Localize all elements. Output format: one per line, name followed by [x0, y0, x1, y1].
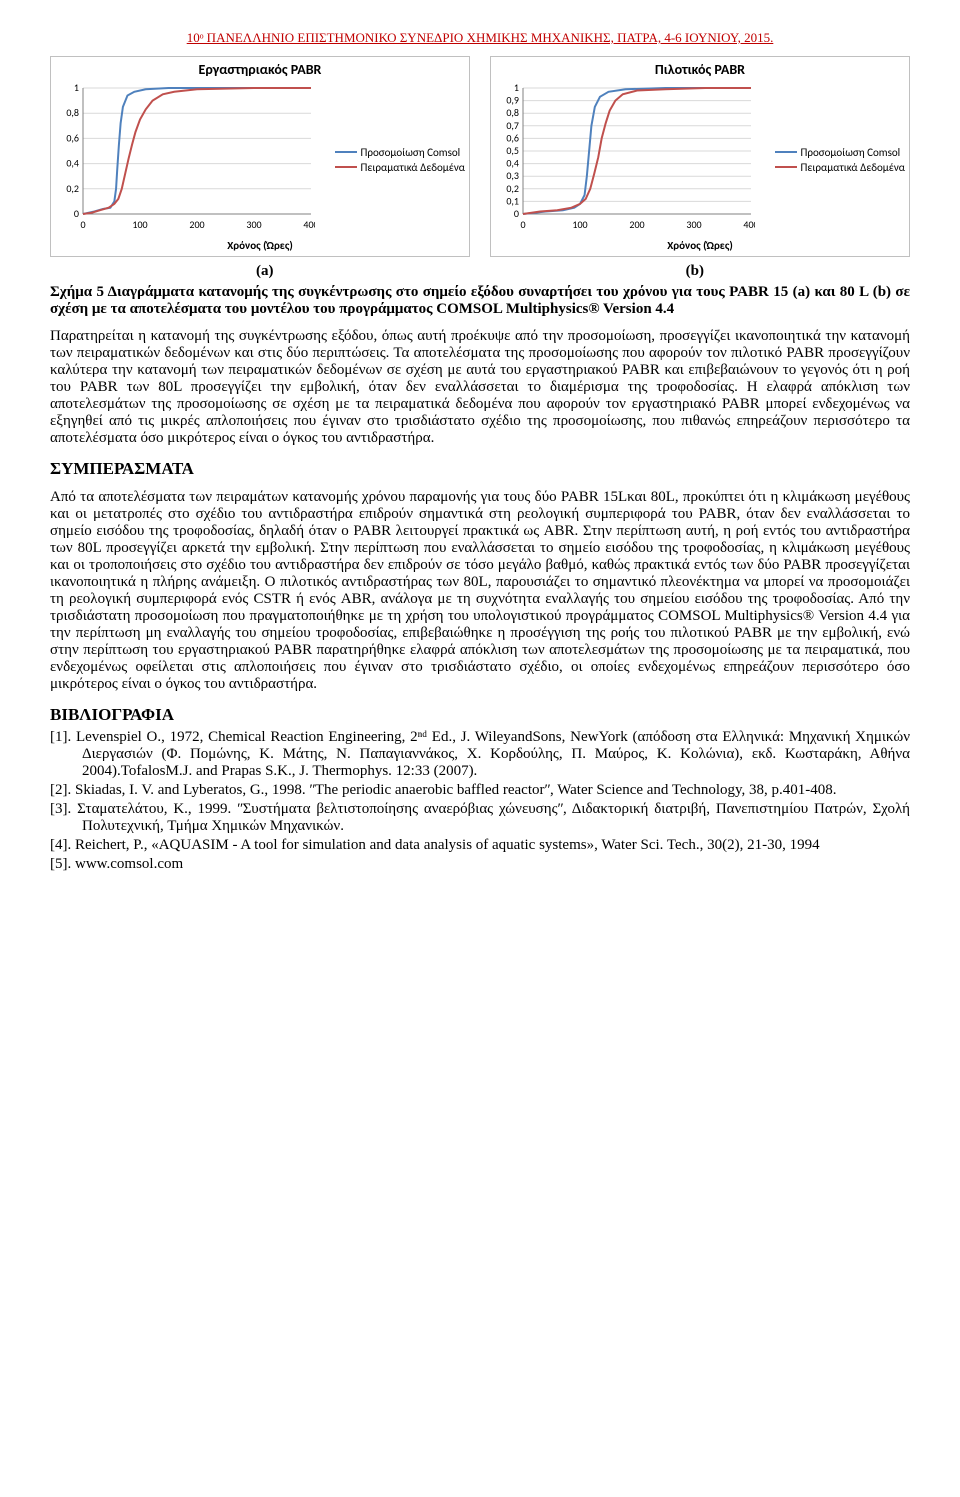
chart-right-xlabel: Χρόνος (Ώρες) — [495, 239, 905, 252]
ref-3: [3]. Σταματελάτου, Κ., 1999. ʺΣυστήματα … — [82, 801, 910, 835]
legend-swatch-1 — [775, 151, 797, 153]
svg-text:300: 300 — [686, 218, 701, 231]
svg-text:0,4: 0,4 — [506, 157, 519, 170]
svg-text:0,8: 0,8 — [66, 106, 79, 119]
references-list: [1]. Levenspiel O., 1972, Chemical React… — [50, 729, 910, 873]
svg-text:400: 400 — [743, 218, 755, 231]
svg-text:0,7: 0,7 — [506, 119, 519, 132]
svg-text:0,8: 0,8 — [506, 106, 519, 119]
chart-right: Πιλοτικός PABR 00,10,20,30,40,50,60,70,8… — [490, 56, 910, 257]
legend-label-1: Προσομοίωση Comsol — [801, 146, 901, 159]
section-conclusions-title: ΣΥΜΠΕΡΑΣΜΑΤΑ — [50, 459, 910, 479]
svg-text:0,4: 0,4 — [66, 157, 79, 170]
svg-text:0,9: 0,9 — [506, 94, 519, 107]
svg-text:0: 0 — [514, 207, 519, 220]
section-bibliography-title: ΒΙΒΛΙΟΓΡΑΦΙΑ — [50, 705, 910, 725]
ref-1: [1]. Levenspiel O., 1972, Chemical React… — [82, 729, 910, 780]
chart-left-legend: Προσομοίωση Comsol Πειραματικά Δεδομένα — [329, 144, 465, 176]
svg-text:0,2: 0,2 — [506, 182, 519, 195]
page-header: 10ᵒ ΠΑΝΕΛΛΗΝΙΟ ΕΠΙΣΤΗΜΟΝΙΚΟ ΣΥΝΕΔΡΙΟ ΧΗΜ… — [50, 30, 910, 46]
figure-caption: Σχήμα 5 Διαγράμματα κατανομής της συγκέν… — [50, 284, 910, 318]
sublabel-a: (a) — [256, 263, 274, 280]
svg-text:400: 400 — [303, 218, 315, 231]
svg-text:100: 100 — [572, 218, 587, 231]
chart-right-legend: Προσομοίωση Comsol Πειραματικά Δεδομένα — [769, 144, 905, 176]
svg-text:200: 200 — [629, 218, 644, 231]
svg-text:300: 300 — [246, 218, 261, 231]
svg-text:0,1: 0,1 — [506, 194, 519, 207]
charts-row: Εργαστηριακός PABR 00,20,40,60,810100200… — [50, 56, 910, 257]
svg-text:100: 100 — [132, 218, 147, 231]
svg-text:1: 1 — [514, 82, 519, 94]
sublabel-row: (a) (b) — [50, 263, 910, 280]
legend-swatch-1 — [335, 151, 357, 153]
ref-4: [4]. Reichert, P., «AQUASIM - A tool for… — [82, 837, 910, 854]
chart-right-svg: 00,10,20,30,40,50,60,70,80,91 0 100 200 300 4… — [495, 82, 755, 232]
legend-label-2: Πειραματικά Δεδομένα — [801, 161, 905, 174]
svg-text:0,5: 0,5 — [506, 144, 519, 157]
legend-swatch-2 — [335, 166, 357, 168]
ref-5: [5]. www.comsol.com — [82, 856, 910, 873]
chart-left: Εργαστηριακός PABR 0 0,2 0,4 0,6 0,8 1 0 100 200… — [50, 56, 470, 257]
svg-text:0,2: 0,2 — [66, 182, 79, 195]
ref-2: [2]. Skiadas, I. V. and Lyberatos, G., 1… — [82, 782, 910, 799]
paragraph-1: Παρατηρείται η κατανομή της συγκέντρωσης… — [50, 328, 910, 447]
chart-left-title: Εργαστηριακός PABR — [55, 61, 465, 78]
legend-label-2: Πειραματικά Δεδομένα — [361, 161, 465, 174]
svg-text:200: 200 — [189, 218, 204, 231]
legend-swatch-2 — [775, 166, 797, 168]
legend-label-1: Προσομοίωση Comsol — [361, 146, 461, 159]
svg-text:0: 0 — [74, 207, 79, 220]
chart-left-xlabel: Χρόνος (Ώρες) — [55, 239, 465, 252]
svg-text:0,3: 0,3 — [506, 169, 519, 182]
svg-text:0: 0 — [80, 218, 85, 231]
svg-text:0,6: 0,6 — [66, 131, 79, 144]
section-conclusions-text: Από τα αποτελέσματα των πειραμάτων καταν… — [50, 489, 910, 693]
chart-right-title: Πιλοτικός PABR — [495, 61, 905, 78]
svg-text:1: 1 — [74, 82, 79, 94]
svg-text:0: 0 — [520, 218, 525, 231]
svg-text:0,6: 0,6 — [506, 131, 519, 144]
sublabel-b: (b) — [686, 263, 704, 280]
chart-left-svg: 0 0,2 0,4 0,6 0,8 1 0 100 200 300 400 — [55, 82, 315, 232]
